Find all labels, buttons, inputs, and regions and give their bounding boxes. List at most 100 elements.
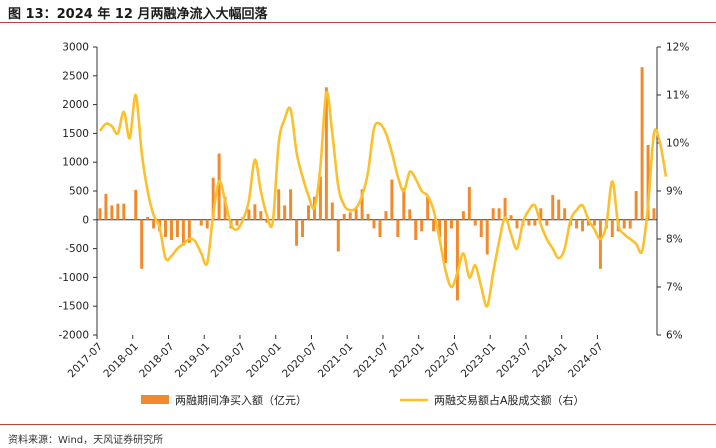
y-right-tick-label: 9% — [666, 186, 683, 198]
y-left-tick-label: 0 — [82, 214, 89, 226]
bar-net-buy — [283, 205, 287, 220]
bar-net-buy — [575, 219, 579, 229]
legend-label-line: 两融交易额占A股成交额（右） — [434, 393, 585, 407]
bar-net-buy — [354, 208, 358, 220]
legend-label-bar: 两融期间净买入额（亿元） — [175, 393, 307, 407]
bar-net-buy — [539, 208, 543, 220]
bar-net-buy — [598, 219, 602, 269]
x-tick-label: 2018-07 — [137, 341, 177, 381]
bar-net-buy — [104, 193, 108, 220]
bar-net-buy — [348, 212, 352, 220]
bar-net-buy — [485, 219, 489, 255]
bar-net-buy — [390, 179, 394, 220]
y-right-tick-label: 8% — [666, 234, 683, 246]
bar-net-buy — [187, 219, 191, 243]
bar-net-buy — [587, 219, 590, 226]
bar-net-buy — [98, 208, 102, 220]
bar-net-buy — [515, 219, 519, 229]
footer-divider — [0, 424, 716, 425]
bar-net-buy — [259, 211, 263, 220]
y-right-tick-label: 12% — [666, 42, 689, 54]
x-tick-label: 2022-01 — [387, 341, 427, 381]
bar-net-buy — [408, 209, 412, 220]
x-tick-label: 2021-01 — [316, 341, 356, 381]
bar-net-buy — [420, 219, 424, 232]
bar-net-buy — [414, 219, 418, 240]
bar-net-buy — [610, 219, 614, 238]
x-tick-label: 2019-01 — [173, 341, 213, 381]
bar-net-buy — [295, 219, 299, 246]
bar-net-buy — [449, 219, 453, 229]
bar-net-buy — [646, 144, 650, 220]
legend: 两融期间净买入额（亿元） 两融交易额占A股成交额（右） — [141, 393, 585, 407]
bar-net-buy — [444, 219, 447, 263]
bar-net-buy — [432, 219, 436, 232]
bar-net-buy — [479, 219, 483, 238]
bar-net-buy — [426, 196, 430, 220]
chart-title: 图 13：2024 年 12 月两融净流入大幅回落 — [8, 7, 268, 22]
bar-net-buy — [473, 219, 477, 226]
x-tick-label: 2023-01 — [459, 341, 499, 381]
x-tick-label: 2019-07 — [209, 341, 249, 381]
bar-net-buy — [622, 219, 626, 229]
y-left-tick-label: 1000 — [62, 157, 89, 169]
y-right-tick-label: 6% — [666, 330, 683, 342]
bar-net-buy — [455, 219, 459, 301]
bar-net-buy — [592, 219, 596, 226]
y-left-tick-label: -500 — [65, 243, 89, 255]
bar-net-buy — [301, 219, 305, 238]
x-tick-label: 2024-01 — [530, 341, 570, 381]
bar-net-buy — [205, 219, 209, 229]
bar-net-buy — [211, 177, 215, 220]
bar-net-buy — [116, 203, 120, 220]
x-tick-label: 2020-07 — [280, 341, 320, 381]
bar-net-buy — [324, 87, 328, 220]
bar-net-buy — [509, 215, 513, 220]
x-tick-label: 2023-07 — [495, 341, 535, 381]
bar-net-buy — [402, 188, 406, 220]
y-left-tick-label: -2000 — [58, 330, 89, 342]
bar-net-buy — [366, 214, 370, 220]
bar-net-buy — [223, 196, 227, 220]
bar-net-buy — [146, 216, 150, 220]
bar-net-buy — [152, 219, 156, 229]
bar-net-buy — [557, 199, 561, 220]
bar-net-buy — [438, 219, 442, 238]
bar-net-buy — [289, 189, 293, 220]
legend-swatch-bar — [141, 395, 169, 404]
bar-net-buy — [551, 195, 555, 220]
bar-net-buy — [307, 205, 310, 220]
bar-net-buy — [110, 205, 114, 220]
bar-net-buy — [628, 219, 632, 229]
bar-net-buy — [140, 219, 144, 269]
y-left-tick-label: 500 — [69, 186, 89, 198]
bar-net-buy — [545, 219, 549, 226]
line-series — [98, 90, 668, 308]
bar-net-buy — [372, 219, 376, 229]
bar-net-buy — [461, 211, 465, 220]
line-margin-share — [98, 90, 668, 308]
bar-net-buy — [384, 211, 388, 220]
bar-series — [98, 67, 656, 301]
x-tick-label: 2018-01 — [101, 341, 141, 381]
bar-net-buy — [217, 153, 221, 220]
bar-net-buy — [318, 176, 322, 220]
x-tick-label: 2024-07 — [566, 341, 606, 381]
bar-net-buy — [533, 219, 537, 226]
title-divider — [0, 22, 716, 23]
bar-net-buy — [247, 209, 251, 220]
bar-net-buy — [652, 208, 656, 220]
y-left-tick-label: 2000 — [62, 99, 89, 111]
bar-net-buy — [581, 219, 585, 232]
y-left-tick-label: -1500 — [58, 301, 89, 313]
bar-net-buy — [265, 219, 269, 223]
source-note: 资料来源：Wind，天风证券研究所 — [8, 435, 164, 446]
bar-net-buy — [640, 67, 644, 220]
bar-net-buy — [134, 189, 138, 220]
bar-net-buy — [527, 219, 531, 226]
bar-net-buy — [634, 191, 638, 220]
bar-net-buy — [491, 208, 495, 220]
bar-net-buy — [277, 189, 281, 220]
bar-net-buy — [330, 202, 334, 220]
bar-net-buy — [497, 208, 501, 220]
